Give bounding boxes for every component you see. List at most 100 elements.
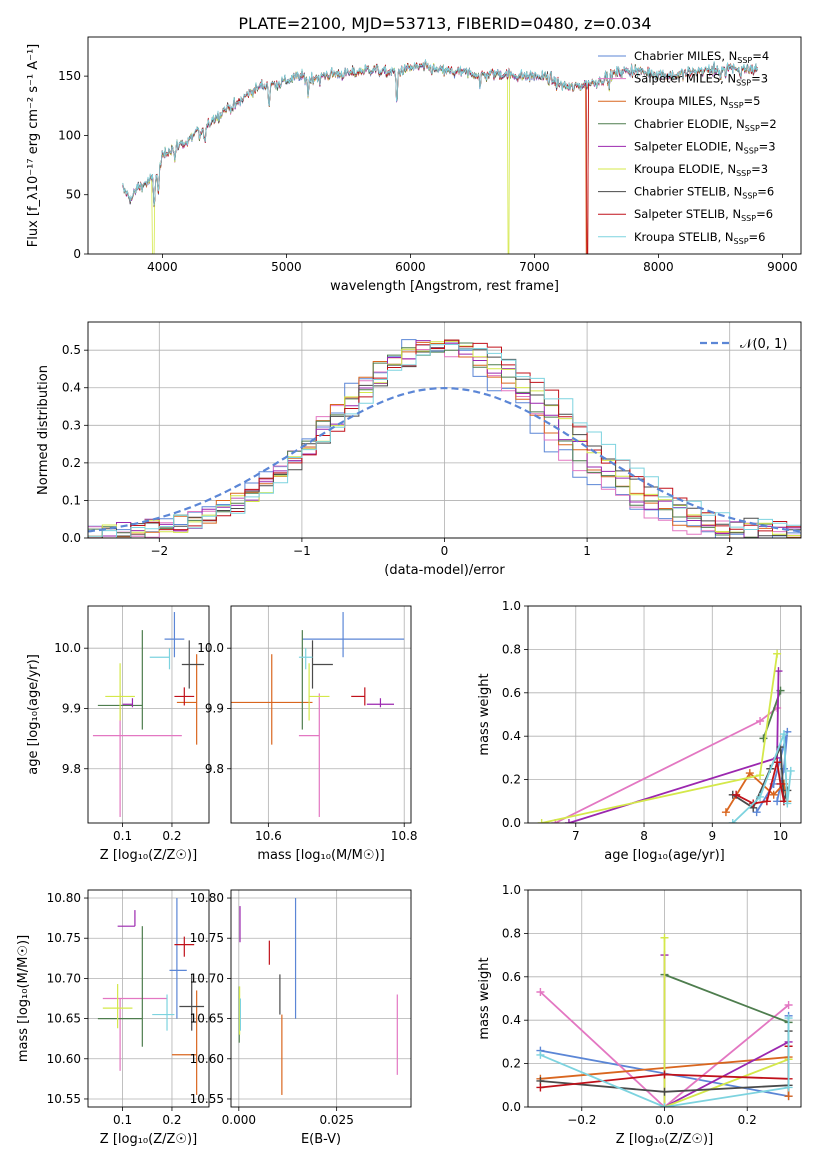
y-tick-label: 10.65 — [47, 1012, 81, 1026]
normal-curve — [88, 386, 801, 533]
y-tick-label: 0.4 — [502, 729, 521, 743]
weight-marker — [769, 790, 778, 799]
axes-frame — [527, 889, 802, 1108]
x-axis-label: Z [log₁₀(Z/Z☉)] — [100, 1132, 197, 1147]
x-axis-label: (data-model)/error — [384, 563, 505, 578]
legend-label: Kroupa ELODIE, NSSP=3 — [634, 162, 768, 178]
legend-label: Kroupa STELIB, NSSP=6 — [634, 230, 765, 246]
x-axis-label: Z [log₁₀(Z/Z☉)] — [100, 848, 197, 863]
weight-marker — [756, 771, 765, 780]
weight-line — [539, 991, 790, 1107]
weight-marker — [756, 717, 765, 726]
x-tick-label: −1 — [293, 544, 311, 558]
y-tick-label: 10.65 — [190, 1012, 224, 1026]
y-tick-label: 0.2 — [502, 1057, 521, 1071]
x-tick-label: 0.0 — [655, 1113, 674, 1127]
weight-marker — [660, 1070, 669, 1079]
legend-label: Chabrier MILES, NSSP=4 — [634, 49, 769, 65]
y-tick-label: 0.1 — [62, 493, 81, 507]
legend-label: Chabrier STELIB, NSSP=6 — [634, 185, 774, 201]
massweight_vs_age-plot — [537, 649, 795, 823]
residuals-plot — [88, 339, 801, 538]
weight-marker — [536, 987, 545, 996]
weight-marker — [784, 1092, 793, 1101]
x-tick-label: 10.6 — [255, 829, 282, 843]
y-tick-label: 9.9 — [62, 701, 81, 715]
y-axis-label: Flux [f_λ10⁻¹⁷ erg cm⁻² s⁻¹ A⁻¹] — [26, 44, 41, 248]
x-tick-label: 0.000 — [222, 1113, 256, 1127]
y-tick-label: 10.0 — [54, 641, 81, 655]
x-tick-label: −0.2 — [567, 1113, 596, 1127]
x-tick-label: 4000 — [147, 260, 178, 274]
y-tick-label: 10.0 — [197, 641, 224, 655]
weight-line — [663, 937, 789, 1107]
y-axis-label: mass [log₁₀(M/M☉)] — [16, 935, 31, 1062]
y-tick-label: 9.9 — [205, 701, 224, 715]
x-tick-label: −2 — [150, 544, 168, 558]
x-tick-label: 0.2 — [162, 1113, 181, 1127]
axes-frame — [87, 605, 210, 824]
weight-marker — [773, 649, 782, 658]
x-axis-label: wavelength [Angstrom, rest frame] — [330, 279, 559, 294]
massweight_vs_Z-plot — [536, 933, 793, 1107]
age_vs_Z-plot — [92, 612, 205, 817]
x-axis-label: E(B-V) — [301, 1132, 341, 1147]
axes-frame — [230, 605, 412, 824]
y-tick-label: 10.70 — [190, 971, 224, 985]
y-tick-label: 100 — [58, 128, 81, 142]
x-axis-label: age [log₁₀(age/yr)] — [604, 848, 725, 863]
residuals-chart: −2 −1 0 1 2 0.0 0.1 0.2 0.3 0.4 0.5 (data-model)/er… — [36, 321, 802, 578]
weight-marker — [783, 799, 792, 808]
spectrum-plot — [122, 59, 758, 254]
mass_vs_EBV-chart: 0.000 0.025 10.55 10.60 10.65 10.70 10.75 10.80… — [190, 889, 412, 1147]
x-tick-label: 8 — [640, 829, 648, 843]
legend-label: Kroupa MILES, NSSP=5 — [634, 94, 760, 110]
mass_vs_Z-plot — [97, 898, 205, 1095]
x-tick-label: 8000 — [643, 260, 674, 274]
legend-label: Salpeter MILES, NSSP=3 — [634, 72, 768, 88]
y-tick-label: 0.6 — [502, 970, 521, 984]
weight-marker — [773, 758, 782, 767]
x-tick-label: 0.1 — [113, 1113, 132, 1127]
y-tick-label: 0.5 — [62, 343, 81, 357]
massweight_vs_age-chart: 7 8 9 10 0.0 0.2 0.4 0.6 0.8 1.0 age [log₁₀(age/yr… — [477, 599, 802, 863]
weight-marker — [660, 1103, 669, 1107]
x-axis-label: mass [log₁₀(M/M☉)] — [257, 848, 384, 863]
y-tick-label: 150 — [58, 69, 81, 83]
histogram-kroupa-stelib — [88, 344, 801, 538]
legend-label: 𝒩(0, 1) — [740, 337, 787, 352]
y-axis-label: mass weight — [477, 673, 492, 755]
weight-marker — [752, 808, 761, 817]
y-tick-label: 0.6 — [502, 686, 521, 700]
x-tick-label: 9000 — [767, 260, 798, 274]
x-tick-label: 5000 — [271, 260, 302, 274]
x-tick-label: 1 — [583, 544, 591, 558]
x-tick-label: 0.025 — [319, 1113, 353, 1127]
spectrum-line-kroupa-stelib — [122, 59, 758, 206]
y-tick-label: 10.75 — [47, 931, 81, 945]
weight-marker — [756, 792, 765, 801]
y-tick-label: 0.2 — [502, 773, 521, 787]
x-tick-label: 10 — [773, 829, 788, 843]
weight-marker — [732, 790, 741, 799]
y-tick-label: 10.60 — [190, 1052, 224, 1066]
y-tick-label: 9.8 — [205, 762, 224, 776]
weight-marker — [759, 734, 768, 743]
weight-line — [540, 1018, 790, 1107]
x-axis-label: Z [log₁₀(Z/Z☉)] — [616, 1132, 713, 1147]
weight-line — [554, 707, 778, 823]
weight-marker — [784, 1014, 793, 1023]
legend-label: Chabrier ELODIE, NSSP=2 — [634, 117, 777, 133]
x-tick-label: 2 — [726, 544, 734, 558]
age_vs_Z-chart: 0.1 0.2 9.8 9.9 10.0 Z [log₁₀(Z/Z☉)] age [log₁… — [26, 605, 210, 863]
weight-marker — [537, 819, 546, 823]
y-tick-label: 0.0 — [62, 531, 81, 545]
axes-frame — [87, 36, 802, 255]
y-axis-label: mass weight — [477, 957, 492, 1039]
y-tick-label: 10.70 — [47, 971, 81, 985]
legend-label: Salpeter STELIB, NSSP=6 — [634, 207, 773, 223]
y-tick-label: 50 — [66, 188, 81, 202]
weight-marker — [721, 808, 730, 817]
y-axis-label: Normed distribution — [36, 365, 51, 495]
